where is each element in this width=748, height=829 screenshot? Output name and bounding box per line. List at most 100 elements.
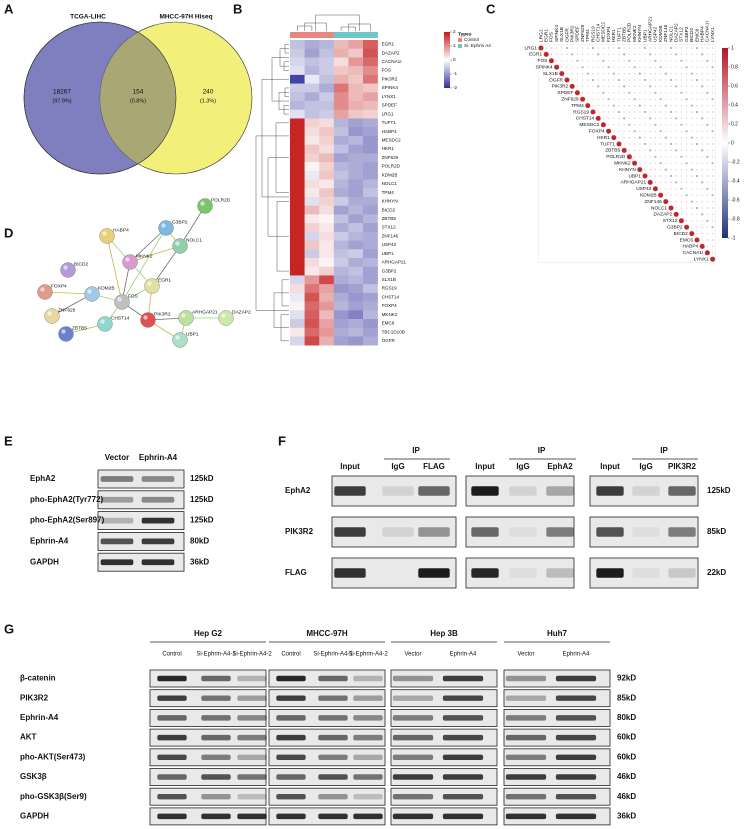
corr-diagonal <box>595 115 601 121</box>
corr-dot <box>686 220 688 222</box>
blot-box <box>97 490 185 510</box>
corr-dot <box>701 143 703 145</box>
corr-top-label: PIK3R2 <box>569 25 575 42</box>
heatmap-cell <box>333 205 349 215</box>
corr-row-label: HABP4 <box>682 244 698 250</box>
corr-dot <box>571 79 573 81</box>
corr-dot <box>691 194 693 196</box>
colorbar-tick-label: 0 <box>731 140 734 146</box>
group-bar <box>363 32 378 38</box>
corr-dot <box>712 213 714 215</box>
corr-dot <box>701 73 703 75</box>
corr-dot <box>696 220 698 222</box>
heatmap-cell <box>363 275 378 285</box>
corr-row-label: ARHGAP21 <box>621 180 647 186</box>
heatmap-cell <box>319 153 335 163</box>
heatmap-cell <box>363 214 378 224</box>
corr-row-label: EMC6 <box>680 237 694 243</box>
corr-dot <box>701 201 703 203</box>
corr-dot <box>706 66 709 68</box>
heatmap-cell <box>333 196 349 206</box>
heatmap-cell <box>290 196 305 206</box>
lane-label: Input <box>340 462 360 471</box>
corr-dot <box>639 130 641 132</box>
corr-dot <box>695 78 699 82</box>
corr-dot <box>685 98 688 101</box>
corr-dot <box>644 149 646 151</box>
corr-dot <box>660 117 662 119</box>
corr-dot <box>670 181 672 183</box>
network-edge <box>106 235 123 303</box>
corr-dot <box>613 92 615 94</box>
venn-count: 154 <box>133 89 144 96</box>
blot-band <box>276 675 306 682</box>
heatmap-cell <box>333 223 349 233</box>
corr-top-label: HKR1 <box>611 29 617 42</box>
corr-dot <box>607 66 610 69</box>
heatmap-cell <box>290 162 305 172</box>
corr-dot <box>634 124 636 126</box>
corr-dot <box>618 53 620 56</box>
row-label: β-catenin <box>20 674 56 683</box>
network-node-label: BICD2 <box>74 261 88 267</box>
lane-label: IgG <box>516 462 529 471</box>
corr-dot <box>592 73 594 75</box>
venn-count: 240 <box>203 89 214 96</box>
corr-row-label: KHNYN <box>619 167 636 173</box>
heatmap-cell <box>290 327 305 337</box>
corr-dot <box>612 72 615 75</box>
blot-band <box>318 695 348 701</box>
heatmap-cell <box>348 109 364 119</box>
corr-diagonal <box>704 250 710 256</box>
corr-dot <box>686 47 688 49</box>
corr-row-label: CHST14 <box>576 116 595 122</box>
blot-band <box>596 486 624 496</box>
row-label: GSK3β <box>20 772 47 781</box>
heatmap-cell <box>319 179 335 189</box>
network-node-label: PIK3R2 <box>154 311 171 317</box>
heatmap-cell <box>304 74 320 84</box>
corr-top-label: RGS19 <box>590 26 596 42</box>
corr-row-label: LYNX1 <box>694 256 709 262</box>
corr-dot <box>639 53 641 56</box>
corr-dot <box>675 194 677 196</box>
corr-dot <box>701 169 703 171</box>
corr-dot <box>623 111 625 113</box>
corr-dot <box>654 79 657 81</box>
network-node-label: CHST14 <box>111 315 130 321</box>
lane-label: Control <box>162 652 181 658</box>
corr-dot <box>582 60 584 62</box>
heatmap-row-label: RGS19 <box>382 286 398 291</box>
corr-dot <box>654 53 657 56</box>
heatmap-row-label: TPM4 <box>382 190 395 195</box>
corr-dot <box>660 143 662 145</box>
corr-dot <box>701 226 703 228</box>
corr-dot <box>680 47 683 49</box>
corr-dot <box>706 105 709 107</box>
legend-label: Control <box>464 37 479 42</box>
blot-band <box>392 734 434 741</box>
corr-dot <box>712 252 714 254</box>
venn-percent: (0.8%) <box>130 98 146 104</box>
corr-top-label: STX12 <box>679 27 685 42</box>
group-bar <box>319 32 335 38</box>
heatmap-row-label: ARHGAP21 <box>382 260 407 265</box>
heatmap-cell <box>290 240 305 250</box>
corr-dot <box>706 117 709 119</box>
corr-dot <box>706 213 709 215</box>
corr-dot <box>654 117 657 119</box>
corr-dot <box>612 104 615 107</box>
panel-letter: F <box>278 433 286 448</box>
corr-dot <box>639 79 641 81</box>
lane-label: Si-Ephrin-A4-1 <box>196 652 236 658</box>
corr-diagonal <box>554 64 560 70</box>
heatmap-cell <box>319 205 335 215</box>
corr-dot <box>669 46 673 50</box>
blot-band <box>509 568 537 578</box>
corr-dot <box>675 137 677 139</box>
node-highlight <box>143 315 148 320</box>
corr-dot <box>628 53 631 56</box>
heatmap-cell <box>304 205 320 215</box>
corr-dot <box>550 47 553 49</box>
corr-dot <box>597 111 599 113</box>
